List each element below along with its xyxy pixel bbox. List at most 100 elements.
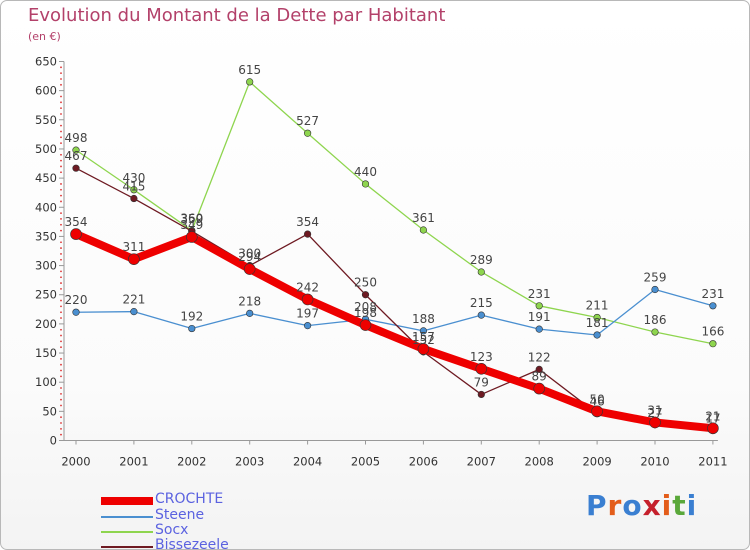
data-label: 208 xyxy=(354,300,377,314)
y-minor-dot xyxy=(60,171,62,174)
data-point xyxy=(651,328,659,336)
y-tick-label: 600 xyxy=(35,84,57,98)
data-label: 300 xyxy=(238,247,261,261)
y-minor-dot xyxy=(60,422,62,424)
data-label: 359 xyxy=(180,212,203,226)
y-minor-dot xyxy=(60,258,62,261)
data-label: 152 xyxy=(412,333,435,347)
data-point xyxy=(72,308,80,316)
data-label: 615 xyxy=(238,63,261,77)
data-point xyxy=(477,390,485,399)
y-minor-dot xyxy=(60,159,62,162)
y-minor-dot xyxy=(60,194,62,197)
x-tick-label: 2005 xyxy=(351,455,380,469)
data-label: 361 xyxy=(412,211,435,225)
y-minor-dot xyxy=(60,142,62,145)
y-minor-dot xyxy=(60,387,62,389)
proxiti-logo: Proxiti xyxy=(586,489,697,522)
data-point xyxy=(361,180,370,188)
data-point xyxy=(535,365,543,373)
y-tick-label: 500 xyxy=(35,142,57,156)
y-tick-label: 350 xyxy=(35,229,57,243)
data-label: 157 xyxy=(412,330,435,344)
logo-letter: i xyxy=(686,489,698,522)
x-tick-label: 2003 xyxy=(235,455,264,469)
data-label: 79 xyxy=(474,375,489,389)
y-tick-label: 150 xyxy=(35,346,57,360)
y-minor-dot xyxy=(60,334,62,337)
y-minor-dot xyxy=(60,375,62,378)
data-point xyxy=(477,311,485,319)
y-minor-dot xyxy=(60,66,62,69)
y-minor-dot xyxy=(60,392,62,395)
y-minor-dot xyxy=(60,270,62,273)
data-point xyxy=(419,327,428,335)
data-label: 215 xyxy=(470,296,493,310)
logo-letter: o xyxy=(622,489,643,522)
series-line-socx xyxy=(75,81,714,345)
data-label: 27 xyxy=(647,406,662,420)
legend-label: Bissezeele xyxy=(155,537,229,550)
logo-letter: x xyxy=(642,489,662,522)
data-point xyxy=(128,253,140,265)
logo-letter: i xyxy=(661,489,673,522)
y-minor-dot xyxy=(60,427,62,430)
y-tick-label: 650 xyxy=(35,55,57,69)
data-point xyxy=(707,422,719,435)
data-point xyxy=(304,322,312,330)
y-tick-label: 100 xyxy=(35,375,57,389)
y-minor-dot xyxy=(60,72,62,75)
data-point xyxy=(72,164,80,172)
series-line-steene xyxy=(75,288,714,336)
y-minor-dot xyxy=(60,247,62,249)
x-tick-label: 2011 xyxy=(698,455,727,469)
data-label: 50 xyxy=(589,392,604,406)
legend-label: Socx xyxy=(155,522,189,538)
y-tick-label: 250 xyxy=(35,288,57,302)
data-point xyxy=(70,228,82,240)
data-label: 467 xyxy=(65,149,88,163)
x-tick-label: 2004 xyxy=(293,455,322,469)
y-minor-dot xyxy=(60,229,62,232)
data-label: 46 xyxy=(589,395,604,409)
data-label: 166 xyxy=(701,325,724,339)
y-minor-dot xyxy=(60,340,62,343)
data-label: 188 xyxy=(412,312,435,326)
legend-swatch xyxy=(101,531,153,533)
data-label: 191 xyxy=(528,310,551,324)
data-point xyxy=(246,78,254,86)
y-tick-label: 50 xyxy=(42,404,57,418)
data-label: 181 xyxy=(586,316,609,330)
y-minor-dot xyxy=(60,317,62,319)
y-minor-dot xyxy=(60,305,62,308)
data-point xyxy=(130,186,138,194)
y-minor-dot xyxy=(60,101,62,104)
data-point xyxy=(477,268,485,276)
y-minor-dot xyxy=(60,328,62,331)
data-point xyxy=(535,302,543,310)
data-label: 211 xyxy=(586,298,609,312)
data-point xyxy=(246,309,254,317)
y-minor-dot xyxy=(60,165,62,168)
data-point xyxy=(130,194,138,203)
y-minor-dot xyxy=(60,346,62,349)
data-point xyxy=(304,129,312,137)
data-label: 218 xyxy=(238,294,261,308)
data-label: 440 xyxy=(354,165,377,179)
data-point xyxy=(651,285,659,294)
data-point xyxy=(593,331,601,339)
data-label: 289 xyxy=(470,253,493,267)
data-point xyxy=(533,382,546,395)
data-label: 31 xyxy=(647,403,662,417)
data-label: 89 xyxy=(532,370,547,384)
chart-title: Evolution du Montant de la Dette par Hab… xyxy=(28,5,446,26)
data-point xyxy=(188,324,196,333)
legend-swatch xyxy=(101,516,153,518)
y-minor-dot xyxy=(60,130,62,133)
y-minor-dot xyxy=(60,282,62,284)
y-minor-dot xyxy=(60,369,62,372)
data-point xyxy=(709,340,717,348)
data-label: 354 xyxy=(65,215,88,229)
y-tick-label: 400 xyxy=(35,200,57,214)
y-minor-dot xyxy=(60,113,62,115)
